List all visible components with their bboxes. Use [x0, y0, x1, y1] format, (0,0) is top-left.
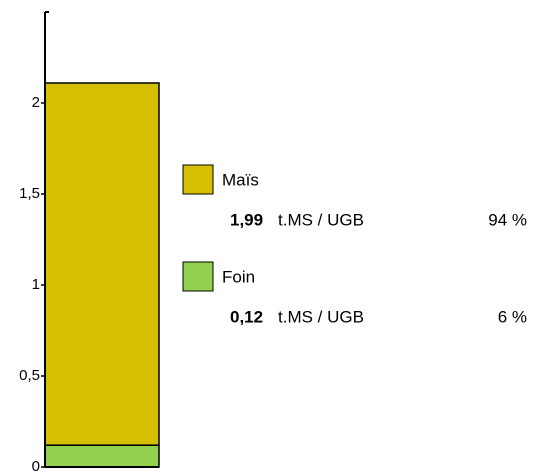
legend-share: 94 %: [488, 210, 527, 229]
legend-unit: t.MS / UGB: [278, 210, 364, 229]
legend-swatch: [182, 164, 214, 195]
legend-unit: t.MS / UGB: [278, 307, 364, 326]
y-tick-label: 1: [32, 276, 40, 293]
y-tick-label: 1,5: [19, 185, 40, 202]
legend-swatch: [182, 261, 214, 292]
y-tick-label: 0,5: [19, 367, 40, 384]
legend-label: Maïs: [222, 170, 259, 189]
bar-segment: [44, 82, 160, 446]
legend-share: 6 %: [498, 307, 527, 326]
bar-segment: [44, 444, 160, 468]
legend-value: 1,99: [230, 210, 263, 229]
legend-value: 0,12: [230, 307, 263, 326]
legend-label: Foin: [222, 267, 255, 286]
y-tick-label: 2: [32, 94, 40, 111]
y-tick-label: 0: [32, 458, 40, 472]
